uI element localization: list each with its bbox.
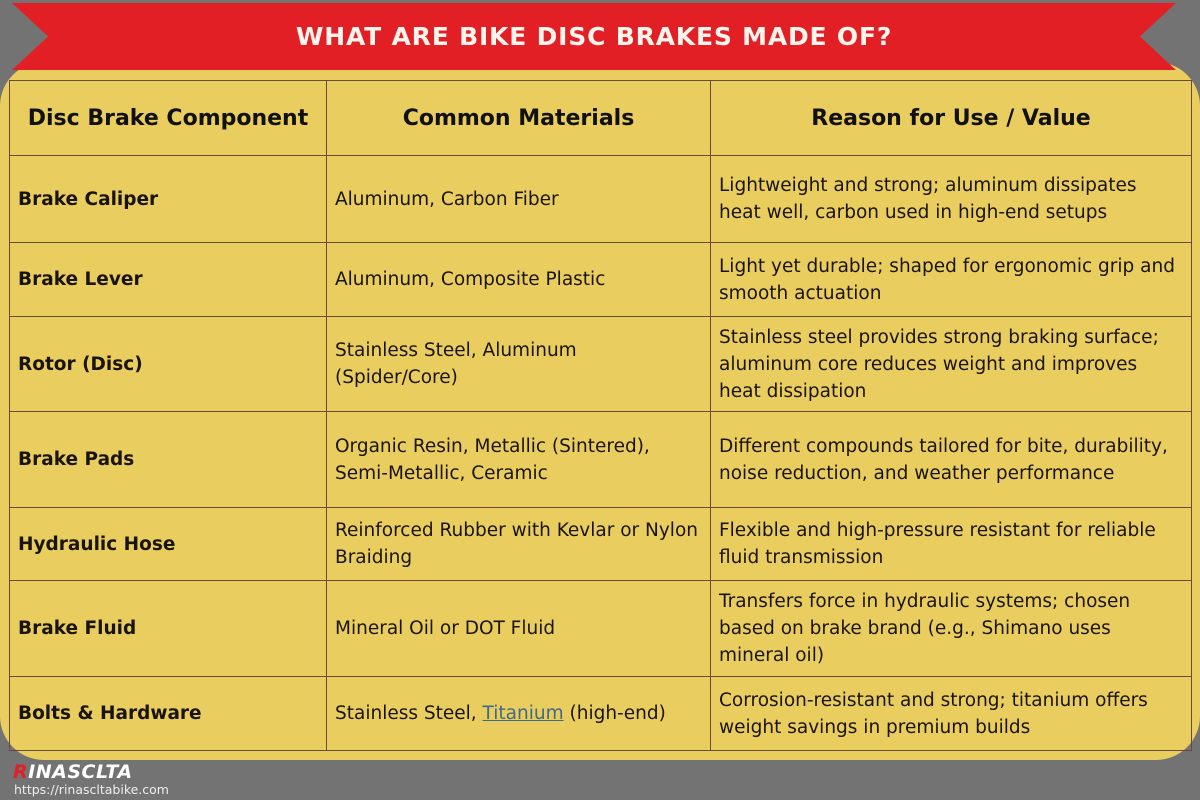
component-cell: Brake Caliper — [9, 155, 327, 243]
component-cell: Brake Pads — [9, 411, 327, 508]
table-row: Brake Caliper Aluminum, Carbon Fiber Lig… — [9, 155, 1192, 243]
component-cell: Brake Fluid — [9, 580, 327, 677]
component-cell: Brake Lever — [9, 242, 327, 317]
page-title: WHAT ARE BIKE DISC BRAKES MADE OF? — [295, 22, 893, 51]
brand-logo: RINASCLTA — [13, 761, 133, 783]
materials-text: (high-end) — [563, 703, 666, 724]
reason-cell: Corrosion-resistant and strong; titanium… — [710, 676, 1192, 751]
materials-cell: Organic Resin, Metallic (Sintered), Semi… — [326, 411, 711, 508]
logo-first-letter: R — [13, 761, 29, 783]
title-banner: WHAT ARE BIKE DISC BRAKES MADE OF? — [12, 3, 1176, 70]
materials-cell: Stainless Steel, Titanium (high-end) — [326, 676, 711, 751]
logo-text: INASCLTA — [28, 761, 133, 783]
reason-cell: Lightweight and strong; aluminum dissipa… — [710, 155, 1192, 243]
header-reason: Reason for Use / Value — [710, 80, 1192, 156]
materials-cell: Aluminum, Composite Plastic — [326, 242, 711, 317]
component-cell: Rotor (Disc) — [9, 316, 327, 412]
table-row: Bolts & Hardware Stainless Steel, Titani… — [9, 676, 1192, 751]
reason-cell: Flexible and high-pressure resistant for… — [710, 507, 1192, 581]
table-row: Brake Fluid Mineral Oil or DOT Fluid Tra… — [9, 580, 1192, 677]
materials-cell: Stainless Steel, Aluminum (Spider/Core) — [326, 316, 711, 412]
header-component: Disc Brake Component — [9, 80, 327, 156]
table-row: Brake Pads Organic Resin, Metallic (Sint… — [9, 411, 1192, 508]
brand-url: https://rinascltabike.com — [14, 782, 169, 797]
titanium-link[interactable]: Titanium — [482, 703, 564, 724]
table-header-row: Disc Brake Component Common Materials Re… — [9, 80, 1192, 156]
reason-cell: Different compounds tailored for bite, d… — [710, 411, 1192, 508]
component-cell: Hydraulic Hose — [9, 507, 327, 581]
materials-text: Stainless Steel, — [335, 703, 483, 724]
table-row: Hydraulic Hose Reinforced Rubber with Ke… — [9, 507, 1192, 581]
materials-table: Disc Brake Component Common Materials Re… — [9, 80, 1192, 751]
reason-cell: Light yet durable; shaped for ergonomic … — [710, 242, 1192, 317]
materials-cell: Aluminum, Carbon Fiber — [326, 155, 711, 243]
table-row: Rotor (Disc) Stainless Steel, Aluminum (… — [9, 316, 1192, 412]
materials-cell: Reinforced Rubber with Kevlar or Nylon B… — [326, 507, 711, 581]
component-cell: Bolts & Hardware — [9, 676, 327, 751]
reason-cell: Transfers force in hydraulic systems; ch… — [710, 580, 1192, 677]
table-row: Brake Lever Aluminum, Composite Plastic … — [9, 242, 1192, 317]
materials-cell: Mineral Oil or DOT Fluid — [326, 580, 711, 677]
reason-cell: Stainless steel provides strong braking … — [710, 316, 1192, 412]
header-materials: Common Materials — [326, 80, 711, 156]
